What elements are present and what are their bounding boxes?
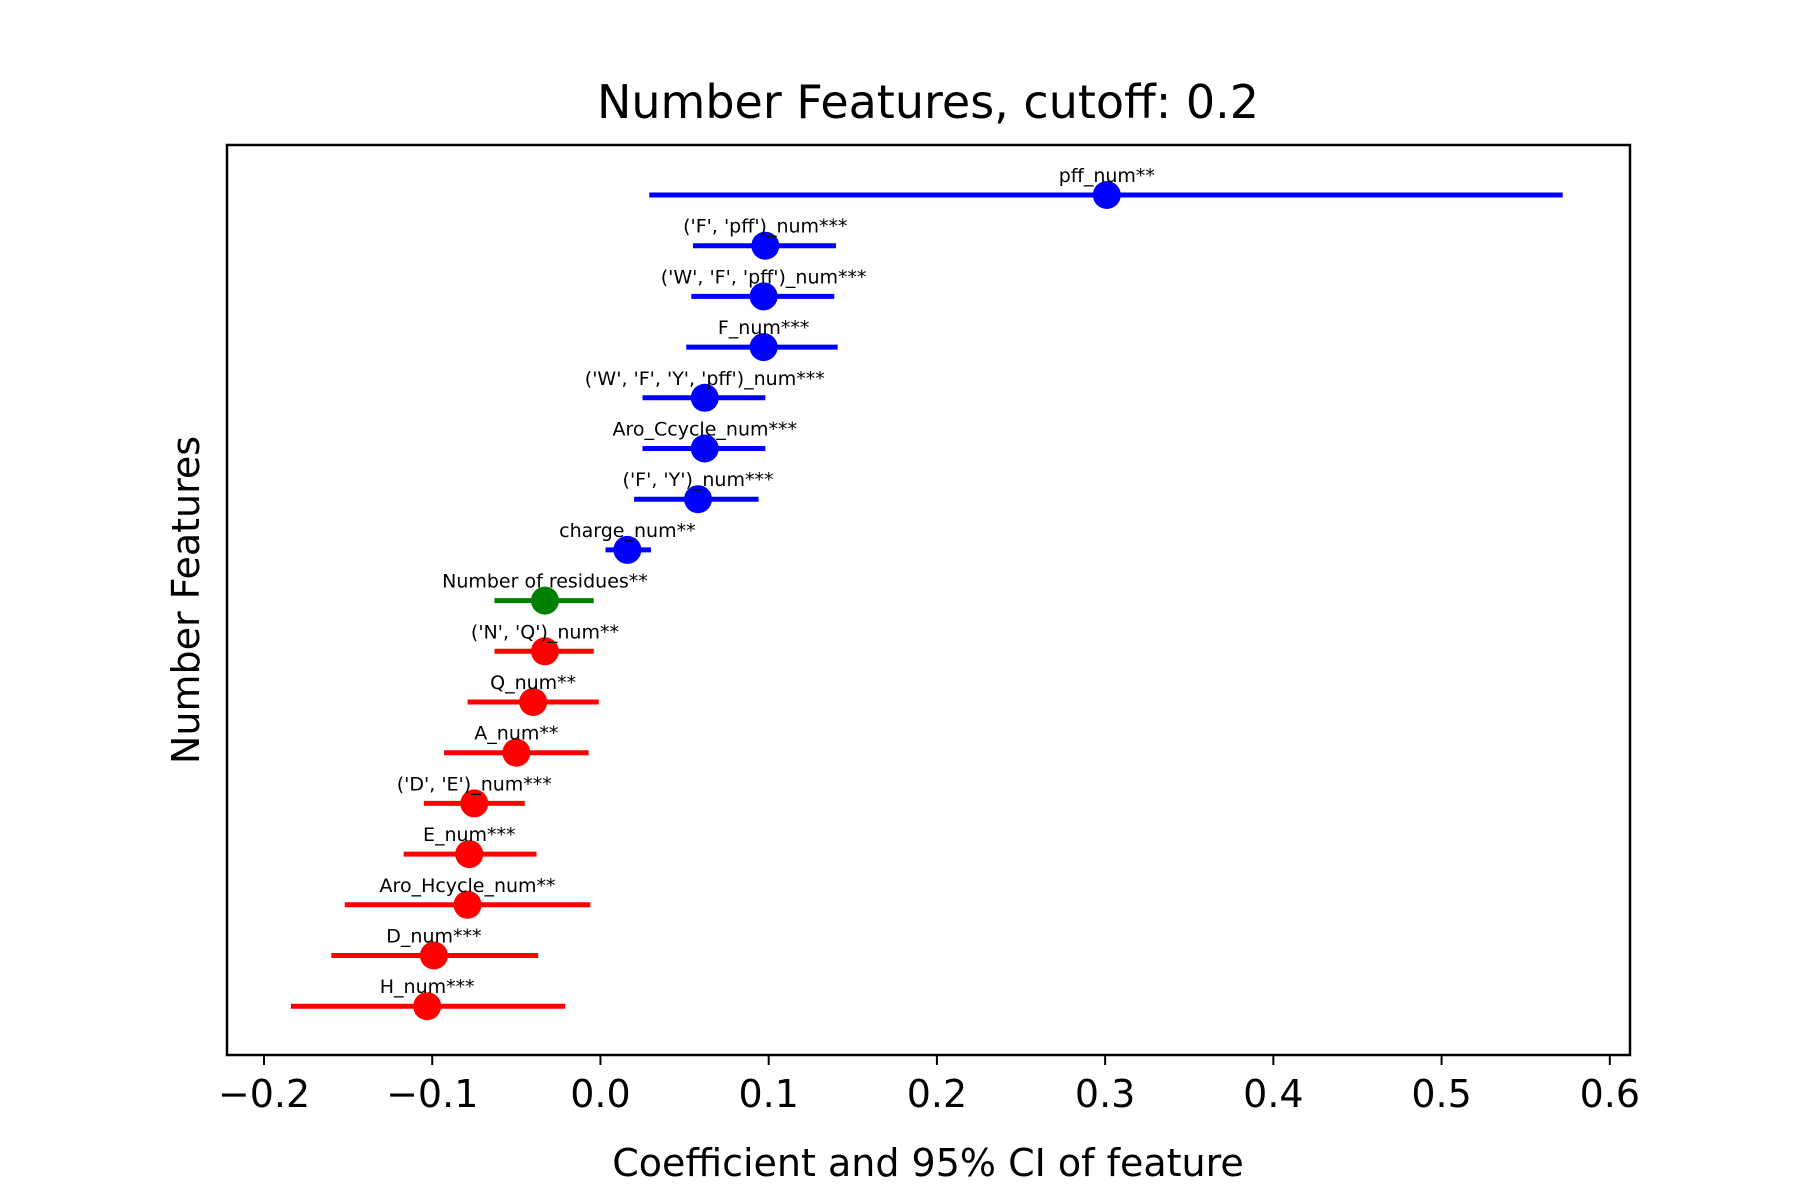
feature-point-group: ('W', 'F', 'pff')_num*** (661, 266, 867, 311)
x-tick-label: 0.4 (1243, 1072, 1303, 1116)
chart-title: Number Features, cutoff: 0.2 (597, 75, 1259, 129)
feature-point-group: F_num*** (686, 317, 838, 362)
feature-label: D_num*** (386, 926, 481, 948)
x-tick-label: 0.6 (1580, 1072, 1640, 1116)
feature-point-group: ('F', 'pff')_num*** (683, 216, 848, 260)
feature-point-group: charge_num** (559, 520, 696, 564)
x-tick-label: 0.2 (907, 1072, 967, 1116)
data-marks: pff_num** ('F', 'pff')_num*** ('W', 'F', '… (290, 165, 1563, 1021)
feature-label: Number of residues** (442, 571, 648, 593)
coefficient-point (502, 738, 531, 767)
x-tick-label: 0.3 (1075, 1072, 1135, 1116)
feature-label: ('F', 'pff')_num*** (683, 216, 847, 238)
x-axis-ticks: −0.2 −0.1 0.0 0.1 0.2 0.3 0.4 0.5 0.6 (218, 1055, 1640, 1116)
coefficient-point (690, 434, 719, 463)
feature-point-group: D_num*** (331, 926, 539, 970)
coefficient-point (413, 992, 442, 1021)
y-axis-label: Number Features (164, 436, 208, 764)
feature-label: ('N', 'Q')_num** (471, 621, 619, 643)
x-tick-label: −0.2 (218, 1072, 310, 1116)
coefficient-point (530, 586, 559, 615)
x-tick-label: 0.0 (570, 1072, 630, 1116)
feature-point-group: Aro_Hcycle_num** (344, 875, 591, 919)
feature-point-group: ('F', 'Y')_num*** (623, 469, 774, 514)
feature-label: H_num*** (380, 976, 475, 998)
feature-point-group: Q_num** (467, 672, 599, 716)
feature-label: F_num*** (718, 317, 810, 339)
plot-frame (225, 143, 1632, 1057)
feature-label: A_num** (474, 723, 558, 745)
coefficient-point (455, 840, 484, 869)
coefficient-point (613, 535, 642, 564)
feature-label: charge_num** (559, 520, 695, 542)
feature-label: Q_num** (490, 672, 576, 694)
feature-label: Aro_Hcycle_num** (380, 875, 556, 897)
coefficient-point (453, 890, 482, 919)
coefficient-point (751, 231, 780, 260)
coefficient-point (460, 789, 489, 818)
coefficient-point (530, 637, 559, 666)
feature-point-group: H_num*** (290, 976, 566, 1021)
feature-label: pff_num** (1059, 165, 1155, 187)
feature-point-group: Aro_Ccycle_num*** (613, 419, 797, 463)
feature-point-group: pff_num** (649, 165, 1563, 209)
feature-point-group: Number of residues** (442, 571, 648, 615)
x-axis-label: Coefficient and 95% CI of feature (612, 1141, 1244, 1185)
x-tick-label: 0.1 (738, 1072, 798, 1116)
coefficient-point (519, 688, 548, 716)
coefficient-point (684, 485, 713, 514)
feature-point-group: ('D', 'E')_num*** (397, 773, 552, 818)
feature-label: ('W', 'F', 'Y', 'pff')_num*** (585, 368, 825, 390)
feature-point-group: E_num*** (403, 824, 537, 869)
coefficient-point (749, 333, 778, 362)
coefficient-point (749, 282, 778, 311)
coefficient-point (1092, 181, 1121, 209)
feature-label: ('W', 'F', 'pff')_num*** (661, 266, 867, 288)
coefficient-point (690, 383, 719, 412)
feature-label: Aro_Ccycle_num*** (613, 419, 797, 441)
feature-point-group: A_num** (444, 723, 589, 767)
feature-label: ('D', 'E')_num*** (397, 773, 552, 795)
feature-point-group: ('N', 'Q')_num** (471, 621, 619, 666)
x-tick-label: 0.5 (1411, 1072, 1471, 1116)
coefficient-point (419, 941, 448, 970)
x-tick-label: −0.1 (386, 1072, 478, 1116)
feature-label: ('F', 'Y')_num*** (623, 469, 774, 491)
feature-point-group: ('W', 'F', 'Y', 'pff')_num*** (585, 368, 825, 412)
feature-label: E_num*** (423, 824, 516, 846)
